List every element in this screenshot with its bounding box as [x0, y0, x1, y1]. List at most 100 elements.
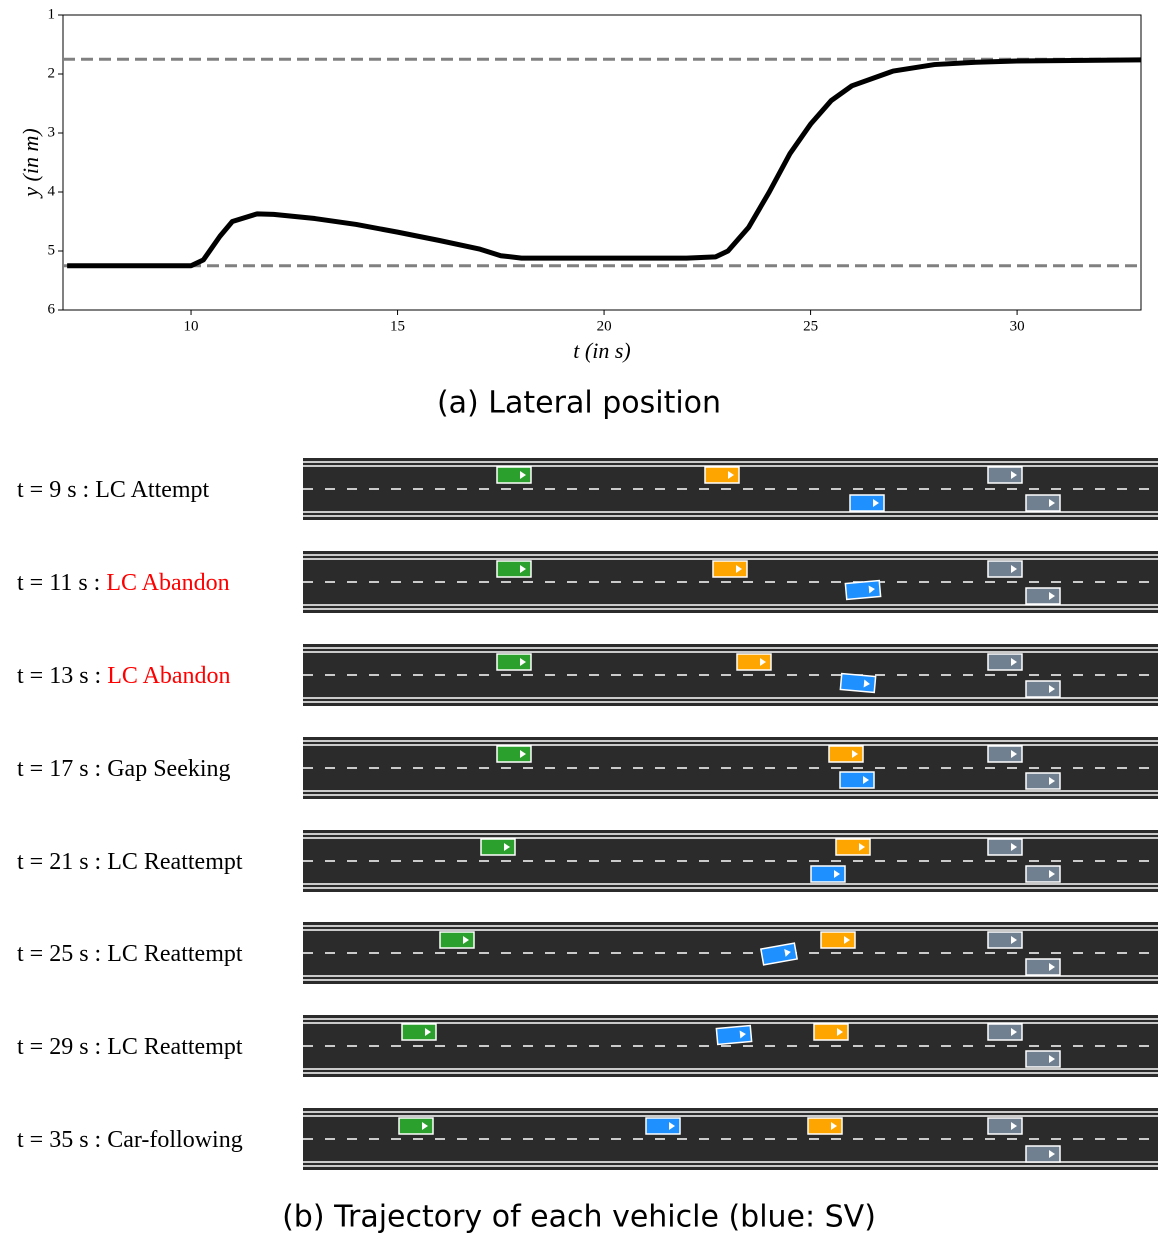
- y-tick-label: 2: [48, 65, 56, 81]
- vehicle-body: [1025, 1050, 1061, 1068]
- vehicle-arrow: [1011, 843, 1017, 851]
- vehicle-arrow: [1049, 685, 1055, 693]
- scene-time: t = 17 s :: [17, 756, 107, 782]
- plot-frame: [62, 14, 1142, 311]
- vehicle-arrow: [1011, 471, 1017, 479]
- vehicle-body: [439, 931, 475, 949]
- vehicle-body: [987, 1117, 1023, 1135]
- road-scene: t = 9 s : LC Attempt: [17, 458, 1158, 520]
- vehicle: [849, 494, 885, 512]
- vehicle-body: [987, 931, 1023, 949]
- y-tick-label: 4: [48, 183, 56, 199]
- vehicle-arrow: [1011, 1028, 1017, 1036]
- road-scene: t = 25 s : LC Reattempt: [17, 922, 1158, 984]
- vehicle-body: [820, 931, 856, 949]
- vehicle-body: [1025, 587, 1061, 605]
- vehicle: [1025, 772, 1061, 790]
- vehicle-body: [1025, 680, 1061, 698]
- scene-label: t = 11 s : LC Abandon: [17, 570, 230, 596]
- vehicle: [839, 672, 877, 694]
- scene-time: t = 29 s :: [17, 1034, 107, 1060]
- vehicle-arrow: [1049, 963, 1055, 971]
- vehicle-arrow: [520, 658, 526, 666]
- vehicle-body: [810, 865, 846, 883]
- vehicle-body: [987, 466, 1023, 484]
- line-series: [67, 57, 1142, 269]
- vehicle-body: [496, 560, 532, 578]
- vehicle: [496, 466, 532, 484]
- vehicle: [704, 466, 740, 484]
- vehicle-body: [645, 1117, 681, 1135]
- scene-phase: LC Abandon: [107, 663, 230, 689]
- vehicle-body: [480, 838, 516, 856]
- vehicle: [987, 1023, 1023, 1041]
- scene-label: t = 13 s : LC Abandon: [17, 663, 231, 689]
- scene-phase: LC Reattempt: [107, 941, 243, 967]
- vehicle-body: [839, 771, 875, 789]
- y-axis-label: y (in m): [18, 128, 43, 198]
- vehicle-arrow: [844, 936, 850, 944]
- vehicle-arrow: [425, 1028, 431, 1036]
- vehicle: [1025, 680, 1061, 698]
- vehicle-body: [760, 942, 798, 966]
- vehicle-body: [715, 1024, 753, 1046]
- vehicle: [496, 560, 532, 578]
- vehicle-arrow: [863, 679, 870, 688]
- vehicle: [1025, 865, 1061, 883]
- vehicle-arrow: [873, 499, 879, 507]
- vehicle-body: [704, 466, 740, 484]
- vehicle-arrow: [863, 776, 869, 784]
- vehicle-arrow: [852, 750, 858, 758]
- scene-time: t = 11 s :: [17, 570, 106, 596]
- vehicle-arrow: [1049, 870, 1055, 878]
- vehicle-body: [736, 653, 772, 671]
- vehicle: [1025, 958, 1061, 976]
- vehicle-arrow: [520, 750, 526, 758]
- vehicle-arrow: [504, 843, 510, 851]
- vehicle: [813, 1023, 849, 1041]
- vehicle-arrow: [1049, 1055, 1055, 1063]
- vehicle-arrow: [669, 1122, 675, 1130]
- vehicle: [736, 653, 772, 671]
- vehicle-body: [401, 1023, 437, 1041]
- scene-label: t = 25 s : LC Reattempt: [17, 941, 243, 967]
- vehicle: [807, 1117, 843, 1135]
- scene-phase: Car-following: [107, 1127, 243, 1153]
- scene-phase: LC Reattempt: [107, 849, 243, 875]
- x-tick-label: 15: [390, 318, 405, 334]
- vehicle: [1025, 494, 1061, 512]
- caption: (a) Lateral position: [437, 386, 721, 421]
- vehicle-body: [987, 1023, 1023, 1041]
- vehicle-arrow: [1011, 1122, 1017, 1130]
- vehicle-body: [849, 494, 885, 512]
- vehicle-body: [807, 1117, 843, 1135]
- vehicle: [839, 771, 875, 789]
- vehicle: [715, 1024, 753, 1046]
- scene-label: t = 35 s : Car-following: [17, 1127, 243, 1153]
- road-scene: t = 17 s : Gap Seeking: [17, 737, 1158, 799]
- vehicle: [835, 838, 871, 856]
- vehicle-arrow: [1049, 1150, 1055, 1158]
- y-tick-label: 3: [48, 124, 56, 140]
- vehicle: [828, 745, 864, 763]
- vehicle-body: [987, 745, 1023, 763]
- road-scene: t = 11 s : LC Abandon: [17, 551, 1158, 613]
- scene-time: t = 35 s :: [17, 1127, 107, 1153]
- vehicle: [987, 1117, 1023, 1135]
- scene-phase: LC Abandon: [106, 570, 229, 596]
- vehicle: [820, 931, 856, 949]
- vehicle-body: [835, 838, 871, 856]
- y-tick-label: 6: [48, 301, 56, 317]
- vehicle-body: [1025, 1145, 1061, 1163]
- vehicle-arrow: [422, 1122, 428, 1130]
- vehicle: [1025, 1145, 1061, 1163]
- vehicle-arrow: [868, 585, 875, 594]
- vehicle-body: [1025, 958, 1061, 976]
- scene-label: t = 9 s : LC Attempt: [17, 477, 210, 503]
- y-tick-label: 1: [48, 6, 56, 22]
- scene-phase: LC Attempt: [95, 477, 209, 503]
- vehicle: [760, 942, 798, 966]
- vehicle-body: [844, 579, 882, 601]
- vehicle-arrow: [784, 949, 791, 957]
